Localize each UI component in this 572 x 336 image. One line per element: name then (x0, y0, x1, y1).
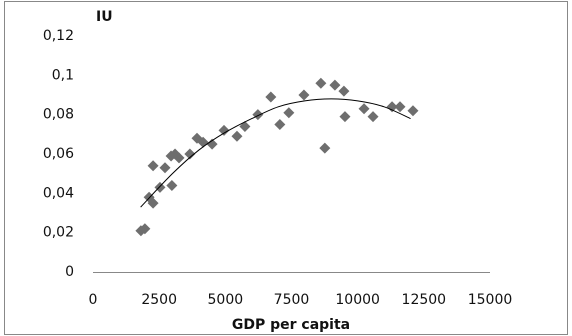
y-tick-label: 0 (65, 264, 74, 280)
point (147, 160, 159, 172)
point (265, 91, 277, 103)
point (329, 79, 341, 91)
point (184, 148, 196, 160)
x-tick-label: 0 (89, 292, 98, 308)
point (139, 223, 151, 235)
y-tick-label: 0,08 (43, 107, 74, 123)
point (218, 124, 230, 136)
point (407, 105, 419, 117)
point (338, 85, 350, 97)
point (319, 142, 331, 154)
x-tick-label: 2500 (141, 292, 177, 308)
point (339, 111, 351, 123)
point (166, 179, 178, 191)
x-tick-label: 5000 (208, 292, 244, 308)
trendline (140, 98, 411, 208)
point (283, 107, 295, 119)
x-tick-label: 12500 (402, 292, 447, 308)
point (315, 77, 327, 89)
x-tick-label: 7500 (274, 292, 310, 308)
point (154, 181, 166, 193)
y-tick-label: 0,04 (43, 185, 74, 201)
x-tick-label: 10000 (335, 292, 380, 308)
point (252, 109, 264, 121)
y-axis-title: IU (96, 9, 113, 25)
y-tick-label: 0,06 (43, 146, 74, 162)
point (147, 197, 159, 209)
point (173, 152, 185, 164)
y-tick-label: 0,02 (43, 225, 74, 241)
point (367, 111, 379, 123)
point (358, 103, 370, 115)
y-tick-label: 0,1 (52, 67, 74, 83)
point (298, 89, 310, 101)
chart-border (4, 1, 568, 335)
point (274, 119, 286, 130)
point (206, 138, 218, 150)
point (231, 130, 243, 142)
y-tick-label: 0,12 (43, 28, 74, 44)
point (386, 101, 398, 113)
point (239, 120, 251, 132)
point (394, 101, 406, 113)
x-tick-label: 15000 (468, 292, 513, 308)
point (159, 162, 171, 174)
x-axis-title: GDP per capita (232, 317, 350, 333)
